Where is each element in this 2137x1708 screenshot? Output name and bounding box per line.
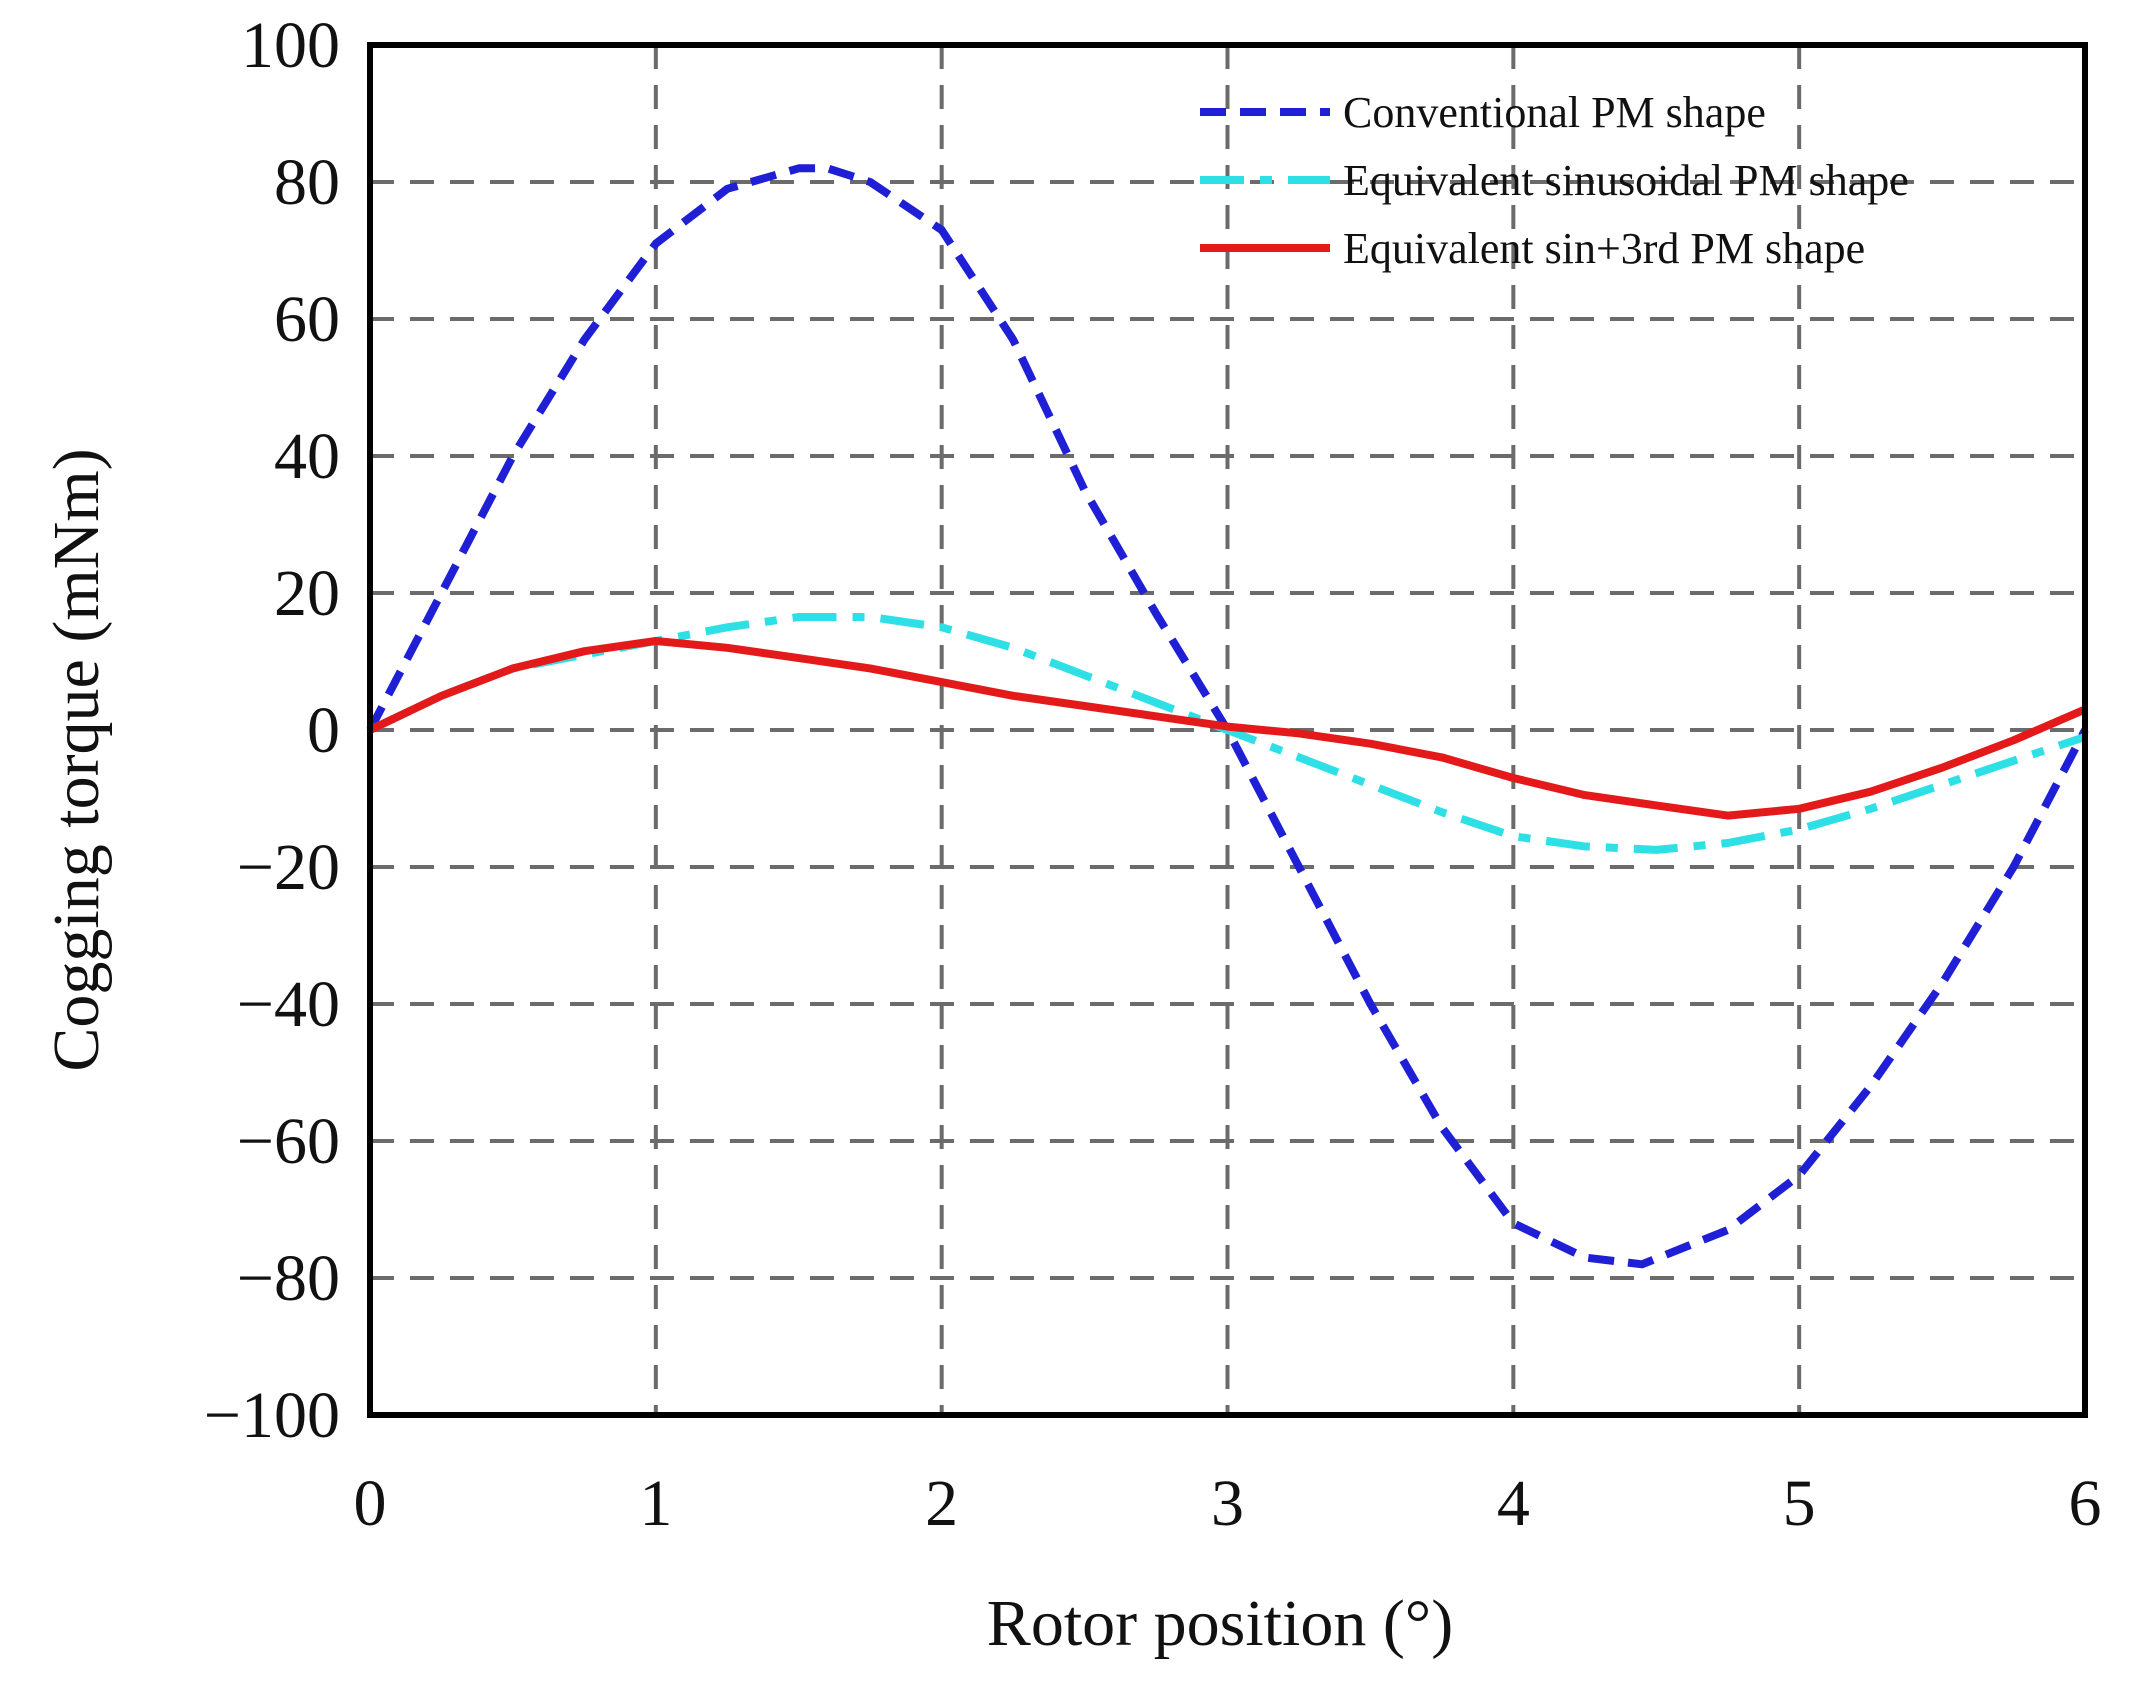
x-tick-label: 6	[2069, 1467, 2102, 1540]
y-tick-label: 40	[274, 420, 340, 493]
x-axis-ticks: 0 1 2 3 4 5 6	[354, 1467, 2102, 1540]
x-axis-title: Rotor position (°)	[987, 1587, 1453, 1660]
legend-label: Conventional PM shape	[1343, 88, 1766, 137]
y-tick-label: 80	[274, 146, 340, 219]
y-tick-label: −40	[237, 968, 340, 1041]
x-tick-label: 1	[639, 1467, 672, 1540]
y-tick-label: 100	[241, 9, 340, 82]
x-tick-label: 2	[925, 1467, 958, 1540]
y-tick-label: 60	[274, 283, 340, 356]
y-tick-label: −100	[204, 1379, 340, 1452]
x-tick-label: 3	[1211, 1467, 1244, 1540]
y-axis-ticks: 100 80 60 40 20 0 −20 −40 −60 −80 −100	[204, 9, 340, 1452]
series-line-1	[366, 164, 2089, 1269]
y-tick-label: 0	[307, 694, 340, 767]
y-tick-label: −80	[237, 1242, 340, 1315]
series-line-3	[368, 637, 2087, 820]
legend-label: Equivalent sin+3rd PM shape	[1343, 224, 1865, 273]
legend: Conventional PM shape Equivalent sinusoid…	[1200, 88, 1909, 273]
series-lines	[366, 164, 2089, 1269]
x-tick-label: 5	[1783, 1467, 1816, 1540]
x-tick-label: 4	[1497, 1467, 1530, 1540]
plot-frame	[367, 42, 2088, 1418]
x-tick-label: 0	[354, 1467, 387, 1540]
legend-label: Equivalent sinusoidal PM shape	[1343, 156, 1909, 205]
y-tick-label: −60	[237, 1105, 340, 1178]
y-axis-title: Cogging torque (mNm)	[40, 448, 113, 1071]
y-tick-label: −20	[237, 831, 340, 904]
y-tick-label: 20	[274, 557, 340, 630]
